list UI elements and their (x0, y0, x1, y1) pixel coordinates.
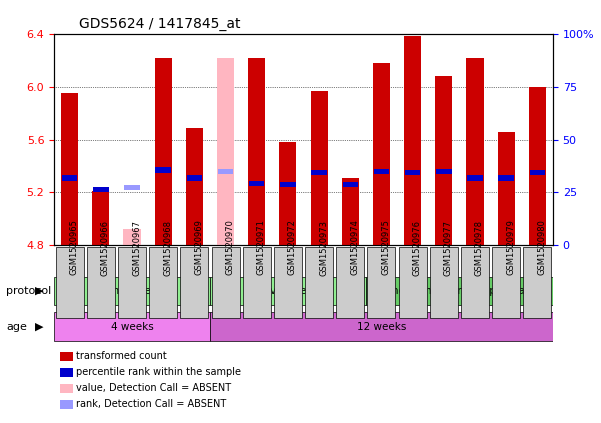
Text: GSM1520967: GSM1520967 (132, 220, 141, 275)
FancyBboxPatch shape (367, 247, 395, 318)
Bar (93, 191, 109, 245)
Bar (187, 175, 202, 181)
Text: GSM1520971: GSM1520971 (257, 220, 266, 275)
Text: ▶: ▶ (35, 286, 43, 296)
Text: age: age (6, 322, 27, 332)
FancyBboxPatch shape (398, 247, 427, 318)
Bar (405, 170, 420, 175)
FancyBboxPatch shape (305, 247, 333, 318)
Text: GSM1520980: GSM1520980 (537, 220, 546, 275)
FancyBboxPatch shape (366, 277, 553, 305)
Bar (498, 175, 514, 181)
Bar (93, 187, 109, 192)
Text: 12 weeks: 12 weeks (357, 322, 406, 332)
Bar (435, 76, 453, 245)
Bar (124, 184, 140, 190)
Bar (279, 142, 296, 245)
Bar (61, 93, 78, 245)
Bar (62, 175, 78, 181)
FancyBboxPatch shape (210, 313, 553, 341)
FancyBboxPatch shape (243, 247, 271, 318)
FancyBboxPatch shape (56, 247, 84, 318)
Text: value, Detection Call = ABSENT: value, Detection Call = ABSENT (76, 383, 231, 393)
Text: GSM1520976: GSM1520976 (413, 220, 422, 275)
Bar (529, 87, 546, 245)
FancyBboxPatch shape (492, 247, 520, 318)
Text: GDS5624 / 1417845_at: GDS5624 / 1417845_at (79, 17, 240, 31)
FancyBboxPatch shape (149, 247, 177, 318)
FancyBboxPatch shape (210, 277, 366, 305)
Text: rank, Detection Call = ABSENT: rank, Detection Call = ABSENT (76, 399, 227, 409)
FancyBboxPatch shape (180, 247, 209, 318)
FancyBboxPatch shape (523, 247, 551, 318)
Text: percentile rank within the sample: percentile rank within the sample (76, 367, 242, 377)
Bar (123, 230, 141, 245)
Bar (249, 181, 264, 186)
Text: untreated: untreated (106, 286, 157, 296)
FancyBboxPatch shape (336, 247, 364, 318)
FancyBboxPatch shape (118, 247, 146, 318)
FancyBboxPatch shape (461, 247, 489, 318)
Bar (311, 170, 327, 175)
Bar (498, 132, 514, 245)
Bar (280, 182, 296, 187)
Bar (466, 58, 484, 245)
Bar (248, 58, 265, 245)
Text: GSM1520975: GSM1520975 (382, 220, 391, 275)
Text: protocol: protocol (6, 286, 51, 296)
Bar (404, 36, 421, 245)
Bar (343, 182, 358, 187)
Text: L-methionine and valproic acid: L-methionine and valproic acid (379, 286, 540, 296)
Text: GSM1520969: GSM1520969 (194, 220, 203, 275)
Text: GSM1520979: GSM1520979 (506, 220, 515, 275)
Text: vehicle: vehicle (269, 286, 307, 296)
Text: GSM1520968: GSM1520968 (163, 220, 172, 275)
FancyBboxPatch shape (54, 277, 210, 305)
Text: GSM1520966: GSM1520966 (101, 220, 110, 275)
Text: GSM1520974: GSM1520974 (350, 220, 359, 275)
Text: GSM1520965: GSM1520965 (70, 220, 79, 275)
Text: GSM1520973: GSM1520973 (319, 220, 328, 275)
Text: ▶: ▶ (35, 322, 43, 332)
FancyBboxPatch shape (54, 313, 210, 341)
Bar (529, 170, 545, 175)
Bar (154, 58, 172, 245)
FancyBboxPatch shape (212, 247, 240, 318)
Bar (342, 178, 359, 245)
Text: GSM1520972: GSM1520972 (288, 220, 297, 275)
Bar (467, 175, 483, 181)
Bar (311, 91, 328, 245)
FancyBboxPatch shape (87, 247, 115, 318)
Bar (218, 169, 233, 174)
FancyBboxPatch shape (430, 247, 458, 318)
Text: GSM1520977: GSM1520977 (444, 220, 453, 275)
FancyBboxPatch shape (274, 247, 302, 318)
Bar (373, 63, 390, 245)
Bar (186, 128, 203, 245)
Bar (217, 58, 234, 245)
Text: GSM1520978: GSM1520978 (475, 220, 484, 275)
Text: 4 weeks: 4 weeks (111, 322, 153, 332)
Bar (156, 168, 171, 173)
Text: transformed count: transformed count (76, 351, 167, 361)
Bar (436, 169, 451, 174)
Bar (374, 169, 389, 174)
Text: GSM1520970: GSM1520970 (225, 220, 234, 275)
